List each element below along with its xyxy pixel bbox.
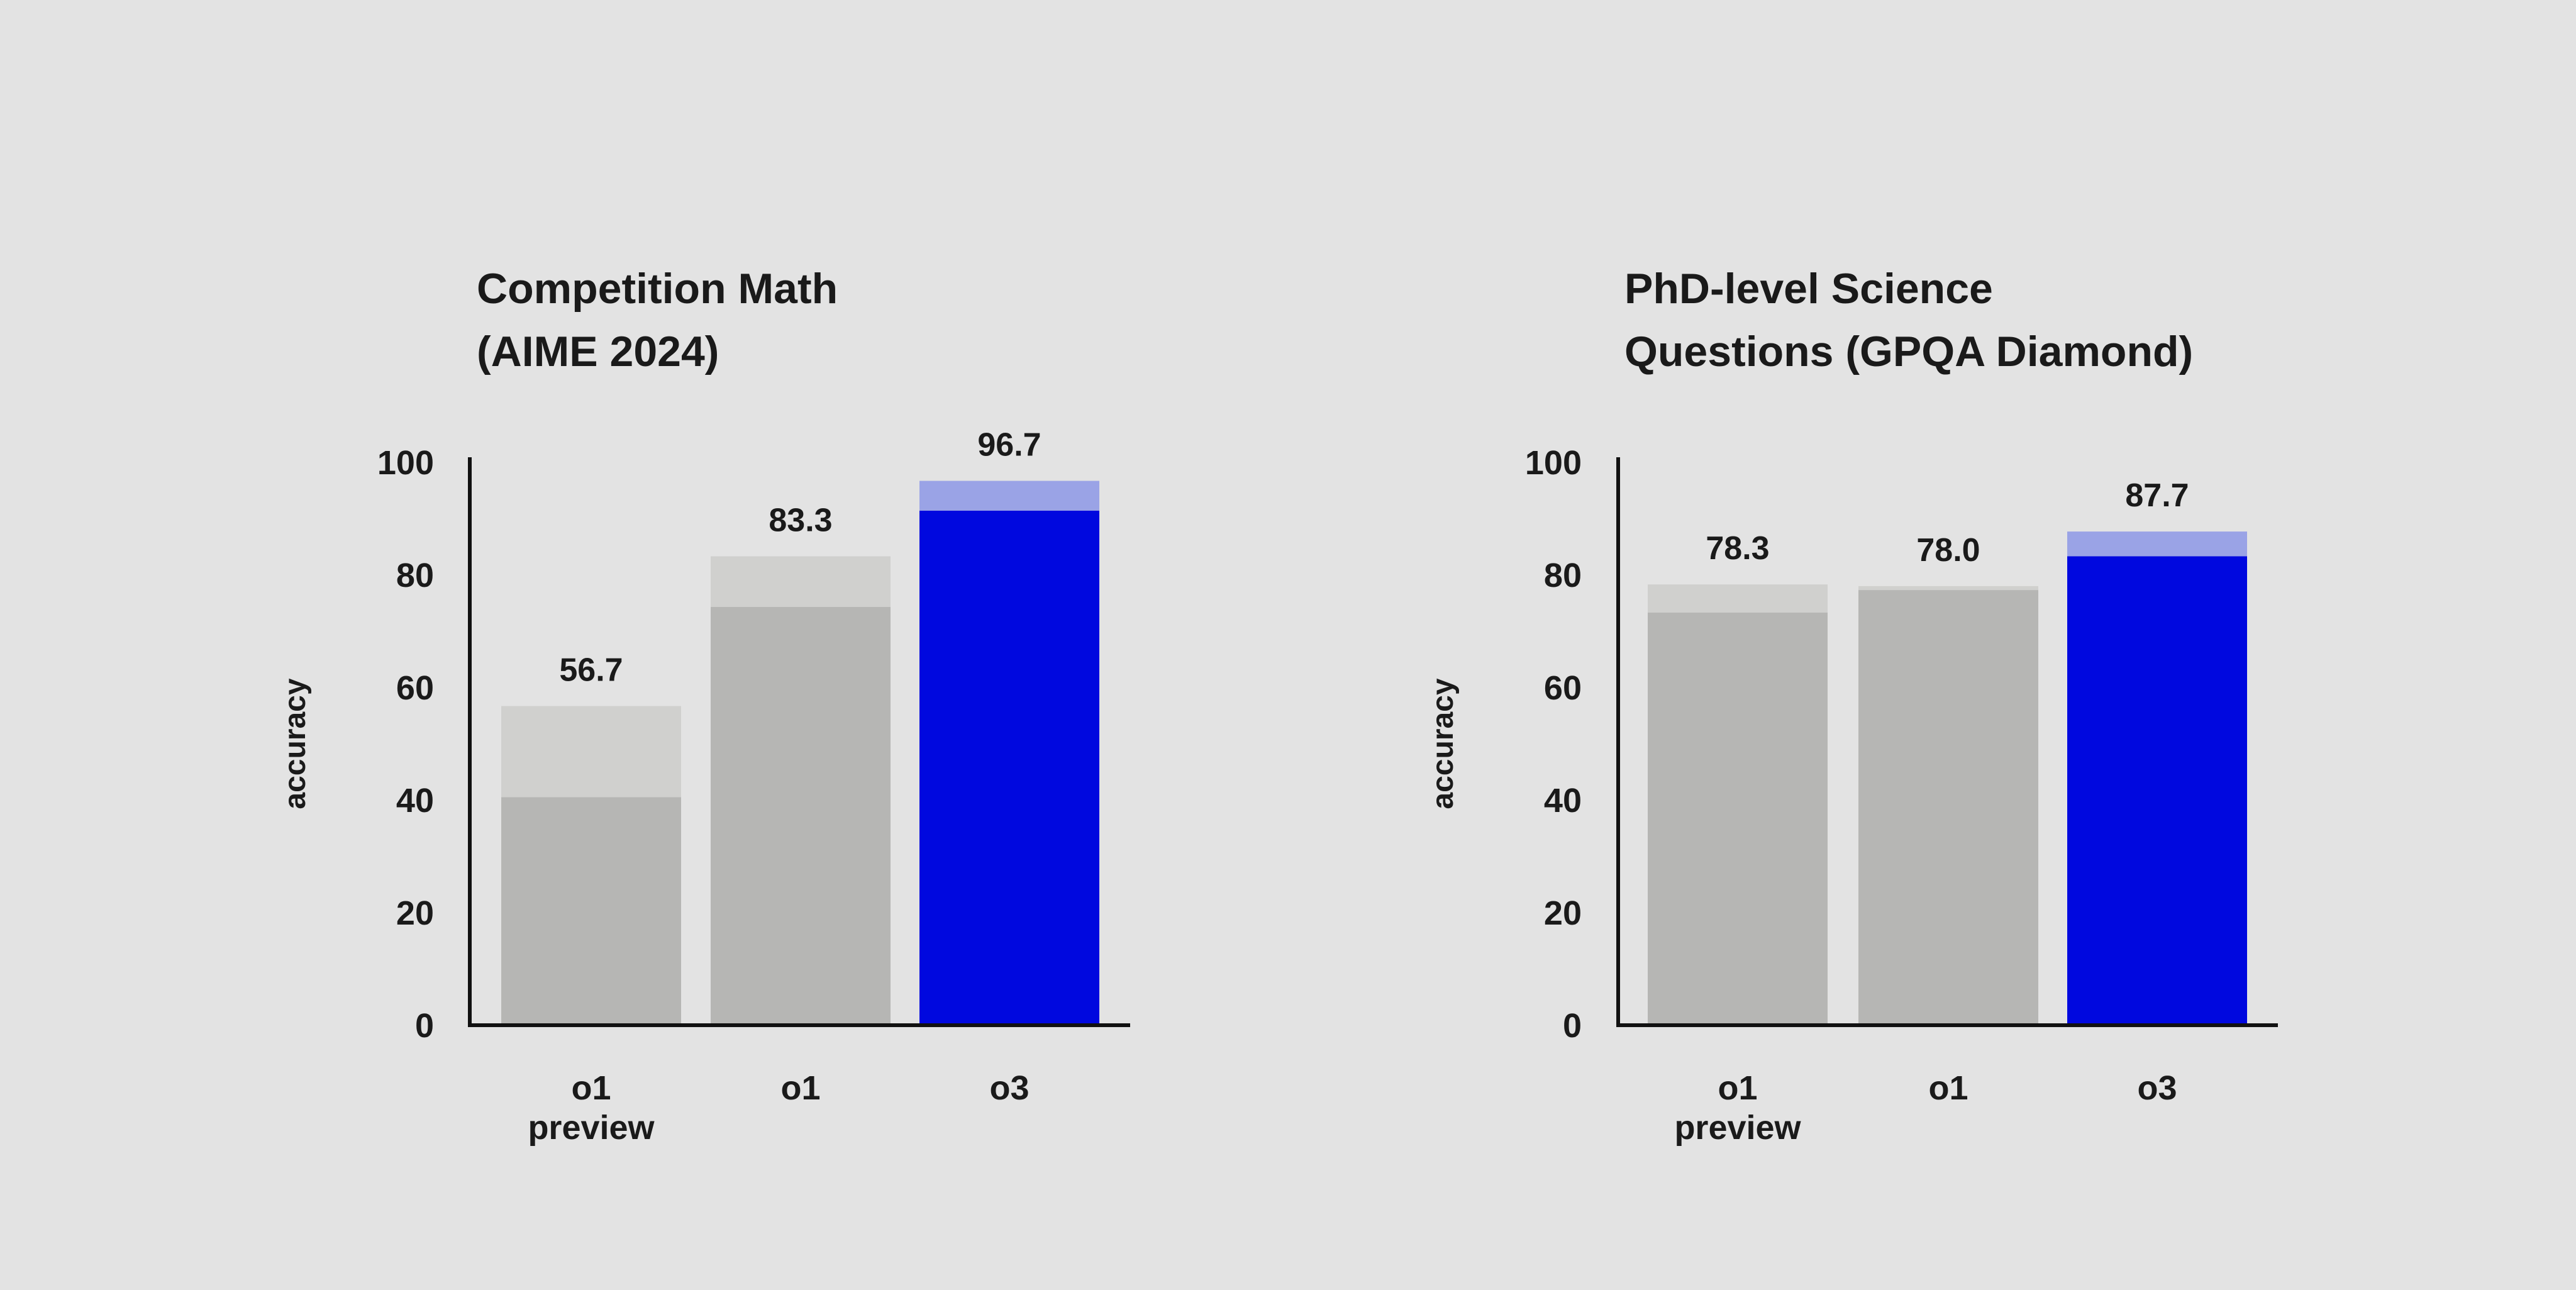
bar-extension: [919, 481, 1099, 511]
bar-base: [919, 510, 1099, 1025]
y-tick-label: 20: [396, 894, 434, 932]
y-tick-label: 0: [415, 1007, 434, 1045]
chart-1: PhD-level Science Questions (GPQA Diamond…: [1426, 265, 2278, 1147]
bar-value-label: 56.7: [559, 652, 623, 689]
bar-base: [2067, 556, 2247, 1025]
bar-base: [711, 607, 891, 1025]
category-label: o1: [1718, 1069, 1757, 1107]
category-label: o3: [989, 1069, 1029, 1107]
category-label: o1: [780, 1069, 820, 1107]
category-label: o1: [1928, 1069, 1968, 1107]
y-tick-label: 20: [1544, 894, 1582, 932]
category-label: preview: [528, 1109, 655, 1147]
y-tick-label: 60: [396, 669, 434, 707]
y-tick-label: 100: [377, 444, 434, 482]
y-tick-label: 40: [1544, 782, 1582, 820]
chart-title-line: (AIME 2024): [477, 328, 719, 375]
chart-title-line: PhD-level Science: [1624, 265, 1993, 313]
bar-extension: [1648, 584, 1828, 613]
category-label: o3: [2137, 1069, 2177, 1107]
bar-base: [501, 797, 681, 1025]
bar-extension: [711, 556, 891, 608]
chart-title-line: Competition Math: [477, 265, 838, 313]
y-tick-label: 80: [1544, 557, 1582, 594]
bar-extension: [2067, 531, 2247, 557]
chart-title-line: Questions (GPQA Diamond): [1624, 328, 2193, 375]
bar-extension: [1858, 586, 2038, 591]
y-tick-label: 40: [396, 782, 434, 820]
y-tick-label: 100: [1525, 444, 1582, 482]
y-tick-label: 80: [396, 557, 434, 594]
y-axis-title: accuracy: [279, 678, 312, 809]
bar-extension: [501, 706, 681, 798]
category-label: preview: [1674, 1109, 1801, 1147]
y-tick-label: 0: [1563, 1007, 1582, 1045]
y-axis-title: accuracy: [1426, 678, 1460, 809]
chart-0: Competition Math (AIME 2024) accuracy 0 20 40…: [279, 265, 1130, 1147]
bar-value-label: 78.0: [1916, 532, 1980, 569]
bar-value-label: 87.7: [2125, 477, 2189, 514]
axis-lines: [468, 457, 1130, 1027]
category-label: o1: [571, 1069, 611, 1107]
bar-value-label: 96.7: [977, 427, 1041, 464]
axis-lines: [1616, 457, 2278, 1027]
y-tick-label: 60: [1544, 669, 1582, 707]
bar-base: [1648, 612, 1828, 1025]
bar-value-label: 83.3: [769, 502, 832, 538]
bar-value-label: 78.3: [1706, 530, 1769, 567]
bar-base: [1858, 590, 2038, 1025]
